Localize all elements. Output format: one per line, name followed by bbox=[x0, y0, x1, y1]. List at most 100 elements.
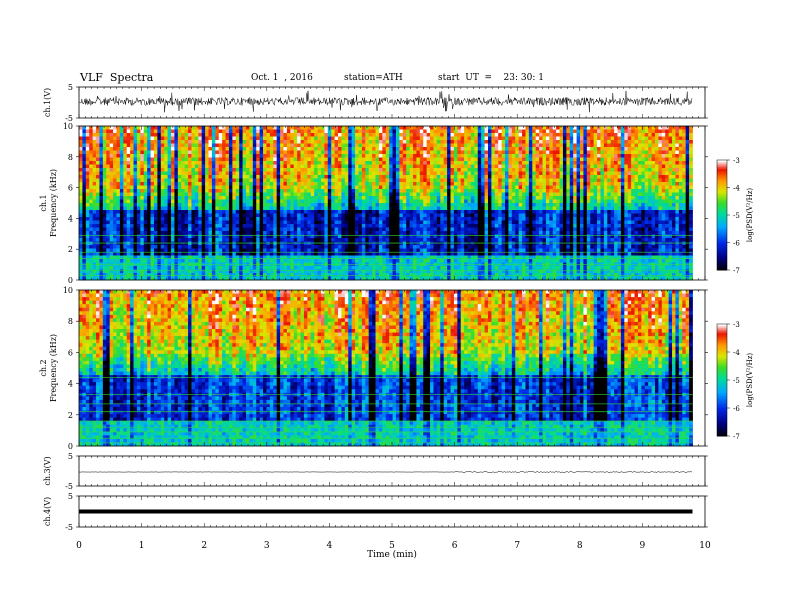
heatmap-cell bbox=[286, 129, 291, 134]
heatmap-cell bbox=[327, 210, 332, 214]
heatmap-cell bbox=[600, 126, 605, 130]
heatmap-cell bbox=[160, 164, 165, 169]
heatmap-cell bbox=[338, 192, 342, 197]
heatmap-cell bbox=[665, 203, 670, 207]
heatmap-cell bbox=[614, 136, 618, 141]
heatmap-cell bbox=[198, 164, 203, 169]
heatmap-cell bbox=[184, 129, 189, 134]
heatmap-cell bbox=[269, 189, 274, 193]
heatmap-cell bbox=[167, 150, 172, 155]
heatmap-cell bbox=[150, 178, 155, 183]
heatmap-cell bbox=[235, 143, 240, 148]
heatmap-cell bbox=[549, 189, 554, 193]
heatmap-cell bbox=[96, 182, 100, 186]
heatmap-cell bbox=[181, 192, 186, 197]
heatmap-cell bbox=[191, 196, 196, 200]
heatmap-cell bbox=[477, 133, 482, 137]
heatmap-cell bbox=[82, 192, 87, 197]
heatmap-cell bbox=[222, 168, 226, 172]
heatmap-cell bbox=[395, 161, 400, 165]
heatmap-cell bbox=[498, 192, 503, 197]
heatmap-cell bbox=[235, 129, 240, 134]
heatmap-cell bbox=[402, 171, 407, 176]
heatmap-cell bbox=[648, 140, 652, 144]
heatmap-cell bbox=[532, 133, 537, 137]
heatmap-cell bbox=[150, 206, 155, 211]
heatmap-cell bbox=[644, 185, 649, 190]
heatmap-cell bbox=[545, 192, 550, 197]
heatmap-cell bbox=[590, 161, 595, 165]
heatmap-cell bbox=[259, 178, 264, 183]
heatmap-cell bbox=[501, 199, 506, 204]
heatmap-cell bbox=[426, 147, 431, 151]
heatmap-cell bbox=[150, 154, 155, 158]
heatmap-cell bbox=[361, 192, 366, 197]
heatmap-cell bbox=[310, 217, 315, 221]
heatmap-cell bbox=[658, 157, 663, 162]
heatmap-cell bbox=[668, 126, 673, 130]
heatmap-cell bbox=[522, 189, 526, 193]
heatmap-cell bbox=[133, 213, 138, 218]
heatmap-cell bbox=[102, 175, 107, 179]
heatmap-cell bbox=[269, 213, 274, 218]
heatmap-cell bbox=[198, 171, 203, 176]
heatmap-cell bbox=[661, 140, 666, 144]
heatmap-cell bbox=[617, 126, 622, 130]
heatmap-cell bbox=[661, 143, 666, 148]
heatmap-cell bbox=[430, 154, 434, 158]
heatmap-cell bbox=[269, 182, 274, 186]
heatmap-cell bbox=[201, 143, 206, 148]
heatmap-cell bbox=[661, 168, 666, 172]
heatmap-cell bbox=[494, 192, 499, 197]
heatmap-cell bbox=[569, 133, 574, 137]
heatmap-cell bbox=[92, 147, 97, 151]
heatmap-cell bbox=[457, 150, 462, 155]
heatmap-cell bbox=[651, 126, 656, 130]
heatmap-cell bbox=[317, 147, 322, 151]
heatmap-cell bbox=[160, 168, 165, 172]
heatmap-cell bbox=[140, 196, 145, 200]
heatmap-cell bbox=[661, 185, 666, 190]
heatmap-cell bbox=[678, 206, 683, 211]
heatmap-cell bbox=[447, 133, 451, 137]
heatmap-cell bbox=[535, 140, 540, 144]
heatmap-cell bbox=[426, 203, 431, 207]
heatmap-cell bbox=[102, 213, 107, 218]
heatmap-cell bbox=[297, 196, 301, 200]
heatmap-cell bbox=[372, 136, 376, 141]
heatmap-cell bbox=[143, 168, 148, 172]
heatmap-cell bbox=[654, 164, 659, 169]
heatmap-cell bbox=[457, 161, 462, 165]
heatmap-cell bbox=[481, 182, 485, 186]
heatmap-cell bbox=[140, 164, 145, 169]
heatmap-cell bbox=[235, 203, 240, 207]
heatmap-cell bbox=[450, 189, 455, 193]
heatmap-cell bbox=[508, 182, 513, 186]
heatmap-cell bbox=[685, 178, 690, 183]
heatmap-cell bbox=[498, 196, 503, 200]
heatmap-cell bbox=[382, 168, 387, 172]
heatmap-cell bbox=[542, 140, 547, 144]
heatmap-cell bbox=[576, 150, 581, 155]
heatmap-cell bbox=[136, 196, 141, 200]
heatmap-cell bbox=[106, 210, 111, 214]
heatmap-cell bbox=[470, 136, 475, 141]
heatmap-cell bbox=[498, 150, 503, 155]
heatmap-cell bbox=[549, 150, 554, 155]
heatmap-cell bbox=[508, 150, 513, 155]
heatmap-cell bbox=[276, 189, 281, 193]
heatmap-cell bbox=[627, 213, 632, 218]
heatmap-cell bbox=[607, 126, 612, 130]
heatmap-cell bbox=[235, 199, 240, 204]
heatmap-cell bbox=[644, 150, 649, 155]
heatmap-cell bbox=[569, 213, 574, 218]
heatmap-cell bbox=[617, 168, 622, 172]
heatmap-cell bbox=[222, 210, 226, 214]
heatmap-cell bbox=[556, 185, 560, 190]
heatmap-cell bbox=[341, 140, 346, 144]
heatmap-cell bbox=[228, 143, 233, 148]
heatmap-cell bbox=[317, 185, 322, 190]
heatmap-cell bbox=[198, 213, 203, 218]
heatmap-cell bbox=[365, 164, 370, 169]
heatmap-cell bbox=[576, 126, 581, 130]
